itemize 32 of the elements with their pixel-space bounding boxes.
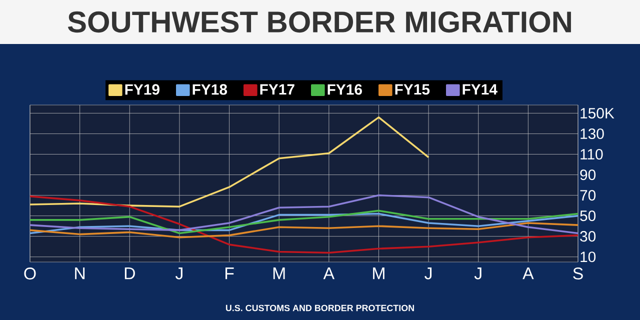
legend-label: FY17 [260,84,294,95]
text: U.S. CUSTOMS AND BORDER PROTECTION [226,304,414,312]
x-tick-label: J [175,268,182,280]
x-tick-label: A [323,268,335,280]
x-tick-label: J [424,268,432,280]
x-tick-label: O [24,268,36,280]
legend-label: FY18 [192,84,228,95]
y-tick-label: 110 [580,148,603,160]
y-tick-label: 50 [580,210,596,222]
y-tick-label: 130 [580,128,604,140]
chart-title: SOUTHWEST BORDER MIGRATION [68,11,571,33]
x-tick-label: M [373,268,384,280]
x-tick-label: M [273,268,285,280]
line-series [30,194,578,234]
line-series [30,195,578,254]
x-tick-label: A [522,268,534,280]
x-tick-label: S [573,268,583,280]
y-tick-label: 150K [580,108,614,118]
x-tick-label: D [124,268,135,280]
x-tick-label: F [225,268,234,280]
y-tick-label: 10 [580,252,596,262]
legend-label: FY14 [462,84,498,95]
legend-label: FY15 [395,84,430,95]
x-tick-label: J [474,268,482,280]
y-tick-label: 30 [580,231,596,242]
x-tick-label: N [75,268,85,280]
line-series [30,222,578,238]
legend-label: FY19 [125,84,160,95]
y-tick-label: 90 [580,169,596,180]
legend-label: FY16 [328,84,362,95]
y-tick-label: 70 [580,190,596,201]
line-series [30,116,430,208]
